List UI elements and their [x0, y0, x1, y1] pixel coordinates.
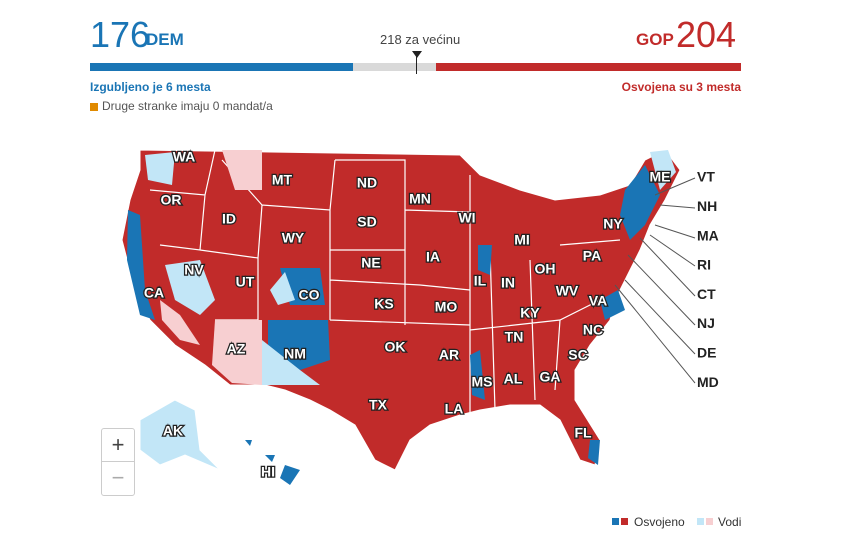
leading-west: [165, 260, 215, 315]
legend-lead-swatch: [706, 518, 713, 525]
state-label: MN: [409, 191, 431, 207]
state-label: FL: [574, 425, 592, 441]
us-mainland: [121, 149, 681, 471]
legend-won: Osvojeno: [634, 515, 685, 529]
zoom-in[interactable]: +: [102, 429, 134, 462]
state-label: SD: [357, 214, 376, 230]
state-label: CA: [144, 285, 164, 301]
state-label: VA: [589, 293, 607, 309]
state-label: IN: [501, 275, 515, 291]
state-label: WY: [282, 230, 305, 246]
leading-me: [650, 150, 676, 190]
dem-bar: [90, 63, 353, 71]
callout-label: VT: [697, 169, 715, 185]
state-label: OR: [161, 192, 182, 208]
won-ca-coast: [127, 210, 155, 320]
majority-marker: [412, 51, 422, 58]
callout-label: MA: [697, 227, 719, 243]
state-label: CO: [299, 287, 320, 303]
state-label: NV: [184, 262, 204, 278]
state-label: WV: [556, 283, 579, 299]
callout-label: DE: [697, 345, 716, 361]
callout-label: CT: [697, 286, 716, 302]
leading-ca: [160, 300, 200, 345]
callout-label: NH: [697, 198, 717, 214]
majority-label: 218 za većinu: [380, 32, 461, 47]
state-label: IL: [474, 273, 487, 289]
won-ms: [470, 350, 485, 400]
state-label: WI: [458, 210, 475, 226]
zoom-control: + −: [101, 428, 135, 496]
leading-nm: [262, 340, 320, 385]
state-label: NC: [583, 322, 603, 338]
undecided-bar: [353, 63, 436, 71]
state-label: TX: [369, 397, 388, 413]
leading-wa: [145, 152, 175, 185]
state-label: OH: [535, 261, 556, 277]
won-va: [600, 290, 625, 320]
dem-count: 176: [90, 14, 151, 55]
state-label: UT: [236, 274, 255, 290]
callout-label: NJ: [697, 315, 715, 331]
state-label: GA: [540, 369, 561, 385]
gop-count: 204: [676, 14, 737, 55]
state-label: HI: [261, 464, 275, 480]
state-label: SC: [568, 347, 587, 363]
state-label: MI: [514, 232, 530, 248]
state-label: ID: [222, 211, 236, 227]
state-label: OK: [385, 339, 406, 355]
gop-label: GOP: [636, 30, 674, 49]
state-label: KY: [520, 305, 540, 321]
callout-label: MD: [697, 374, 719, 390]
leading-co: [270, 272, 295, 305]
gop-note: Osvojena su 3 mesta: [621, 80, 741, 94]
legend-dem-swatch: [612, 518, 619, 525]
state-label: PA: [583, 248, 601, 264]
legend-leading: Vodi: [718, 515, 742, 529]
state-label: AZ: [227, 341, 246, 357]
dem-note: Izgubljeno je 6 mesta: [90, 80, 211, 94]
leading-az: [212, 320, 262, 385]
state-label: MS: [472, 374, 493, 390]
state-label: TN: [505, 329, 524, 345]
state-label: NM: [284, 346, 306, 362]
state-label: AL: [504, 371, 523, 387]
zoom-out[interactable]: −: [111, 465, 125, 490]
state-label: WA: [173, 149, 196, 165]
callout-label: RI: [697, 257, 711, 273]
gop-bar: [436, 63, 741, 71]
others-note: Druge stranke imaju 0 mandat/a: [102, 99, 273, 113]
state-label: LA: [445, 401, 464, 417]
state-label: IA: [426, 249, 440, 265]
state-label: MT: [272, 172, 293, 188]
state-label: NE: [361, 255, 380, 271]
hawaii: [245, 440, 300, 485]
state-label: MO: [435, 299, 458, 315]
state-label: ME: [650, 169, 671, 185]
state-label: AR: [439, 347, 459, 363]
state-label: ND: [357, 175, 377, 191]
state-label: NY: [603, 216, 623, 232]
callout-lines: [614, 177, 696, 384]
state-label: AK: [163, 423, 183, 439]
state-label: KS: [374, 296, 393, 312]
others-swatch: [90, 103, 98, 111]
legend-gop-swatch: [621, 518, 628, 525]
alaska: [139, 399, 221, 471]
won-fl: [588, 440, 600, 465]
won-il: [478, 245, 492, 275]
leading-mt: [222, 150, 262, 190]
won-northeast: [620, 165, 660, 240]
legend-lead-swatch: [697, 518, 704, 525]
dem-label: DEM: [146, 30, 184, 49]
majority-line: [416, 52, 417, 74]
